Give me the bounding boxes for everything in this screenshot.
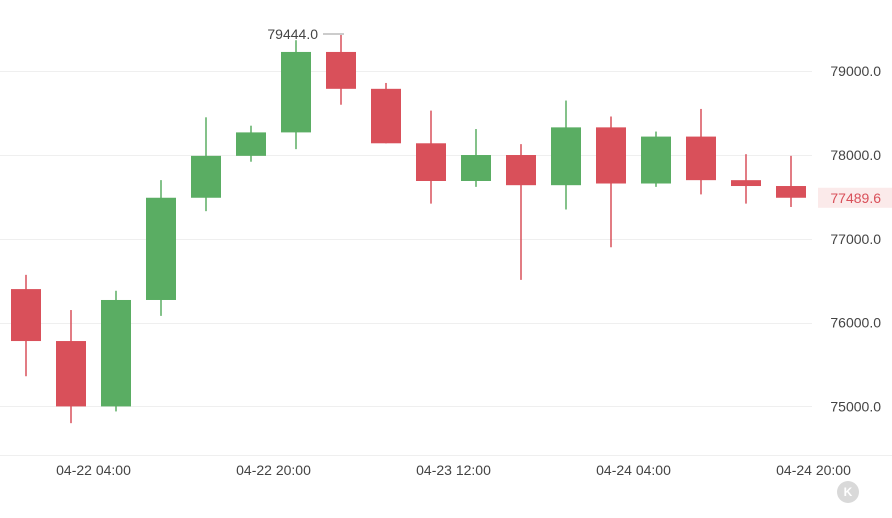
candle-body <box>191 155 221 198</box>
candle-body <box>56 341 86 407</box>
x-tick-label: 04-24 04:00 <box>596 462 671 478</box>
x-tick-label: 04-24 20:00 <box>776 462 851 478</box>
candle-body <box>506 155 536 186</box>
candle-body <box>281 51 311 133</box>
candle-body <box>101 299 131 407</box>
last-price-tag <box>818 187 892 208</box>
candle-body <box>551 127 581 186</box>
last-price-label: 77489.6 <box>830 190 881 206</box>
y-tick-label: 79000.0 <box>830 63 881 79</box>
candle-body <box>371 88 401 144</box>
candle-body <box>596 127 626 184</box>
x-tick-label: 04-23 12:00 <box>416 462 491 478</box>
k-logo-badge[interactable]: K <box>837 481 859 503</box>
max-price-label: 79444.0 <box>267 26 318 42</box>
candle-body <box>641 136 671 184</box>
y-tick-label: 76000.0 <box>830 315 881 331</box>
candle-body <box>326 51 356 89</box>
y-tick-label: 78000.0 <box>830 147 881 163</box>
y-tick-label: 75000.0 <box>830 398 881 414</box>
candle-body <box>461 155 491 181</box>
y-tick-label: 77000.0 <box>830 231 881 247</box>
x-tick-label: 04-22 04:00 <box>56 462 131 478</box>
candle-body <box>731 180 761 187</box>
candle-body <box>11 289 41 342</box>
candle-body <box>146 197 176 300</box>
candle-body <box>236 132 266 156</box>
x-tick-label: 04-22 20:00 <box>236 462 311 478</box>
candle-body <box>416 143 446 181</box>
candle-body <box>686 136 716 181</box>
candle-body <box>776 186 806 198</box>
